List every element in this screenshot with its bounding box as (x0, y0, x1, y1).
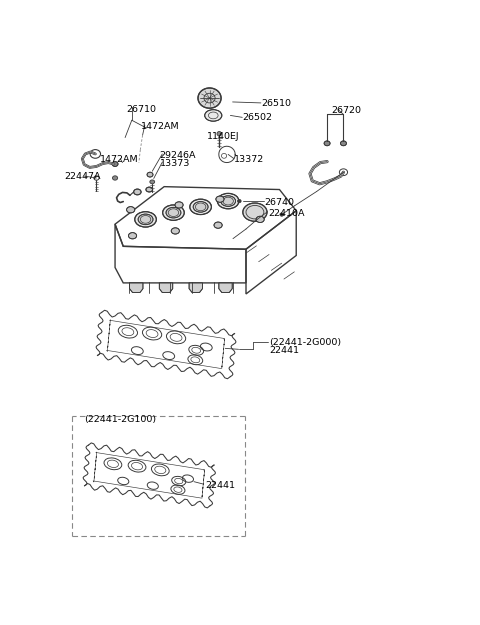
Polygon shape (219, 283, 232, 292)
Text: 29246A: 29246A (160, 151, 196, 160)
Ellipse shape (138, 214, 153, 224)
Ellipse shape (135, 212, 156, 227)
Ellipse shape (112, 162, 118, 166)
Text: 13373: 13373 (160, 159, 190, 168)
Ellipse shape (204, 109, 222, 121)
Ellipse shape (256, 216, 264, 222)
Ellipse shape (340, 141, 347, 146)
Polygon shape (159, 283, 173, 292)
Text: 26502: 26502 (242, 113, 272, 123)
Text: 22447A: 22447A (64, 172, 101, 181)
Ellipse shape (127, 207, 135, 213)
Ellipse shape (150, 180, 155, 184)
Ellipse shape (163, 205, 184, 221)
Ellipse shape (171, 228, 180, 234)
Text: 13372: 13372 (234, 155, 264, 164)
Text: 26720: 26720 (331, 106, 361, 115)
Ellipse shape (175, 202, 183, 208)
Ellipse shape (238, 199, 241, 202)
Ellipse shape (217, 193, 239, 209)
Ellipse shape (214, 222, 222, 228)
Polygon shape (130, 283, 143, 292)
Ellipse shape (166, 208, 181, 218)
Ellipse shape (216, 196, 224, 202)
Text: (22441-2G100): (22441-2G100) (84, 415, 156, 424)
Text: 26740: 26740 (264, 198, 294, 206)
Text: 1472AM: 1472AM (100, 155, 139, 164)
Ellipse shape (198, 88, 221, 108)
Ellipse shape (217, 131, 221, 136)
Text: 26710: 26710 (126, 104, 156, 114)
Text: 1140EJ: 1140EJ (207, 132, 240, 141)
Ellipse shape (146, 187, 153, 192)
Ellipse shape (280, 213, 284, 216)
Ellipse shape (221, 196, 236, 206)
Text: 22441: 22441 (269, 346, 300, 355)
Ellipse shape (243, 203, 267, 221)
Ellipse shape (112, 176, 118, 180)
Text: 22410A: 22410A (268, 209, 305, 217)
Ellipse shape (193, 202, 208, 212)
Ellipse shape (190, 199, 211, 214)
Ellipse shape (147, 173, 153, 177)
Ellipse shape (133, 189, 141, 195)
Text: 22441: 22441 (205, 481, 235, 490)
Text: 1472AM: 1472AM (141, 122, 180, 131)
Ellipse shape (324, 141, 330, 146)
Text: (22441-2G000): (22441-2G000) (269, 338, 342, 347)
Polygon shape (189, 283, 203, 292)
Ellipse shape (129, 232, 137, 239)
Text: 26510: 26510 (261, 99, 291, 108)
